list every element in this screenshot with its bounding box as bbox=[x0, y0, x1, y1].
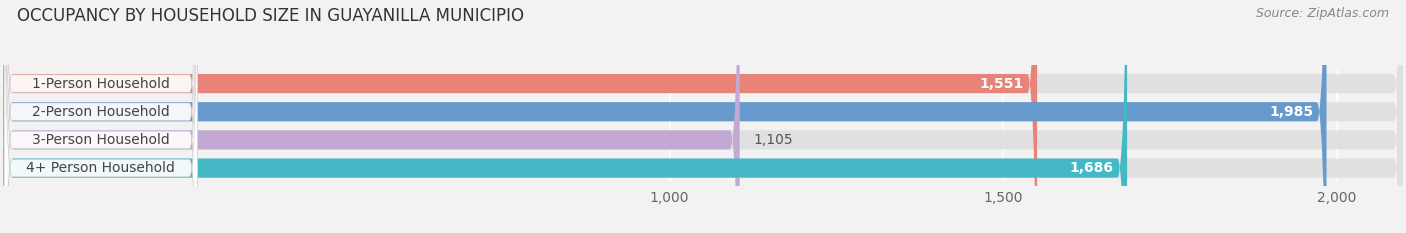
Text: Source: ZipAtlas.com: Source: ZipAtlas.com bbox=[1256, 7, 1389, 20]
Text: 1,985: 1,985 bbox=[1270, 105, 1313, 119]
FancyBboxPatch shape bbox=[3, 0, 740, 233]
FancyBboxPatch shape bbox=[3, 0, 1038, 233]
FancyBboxPatch shape bbox=[3, 0, 1403, 233]
Text: 4+ Person Household: 4+ Person Household bbox=[27, 161, 176, 175]
FancyBboxPatch shape bbox=[3, 0, 1326, 233]
Text: 3-Person Household: 3-Person Household bbox=[32, 133, 170, 147]
FancyBboxPatch shape bbox=[4, 0, 197, 233]
FancyBboxPatch shape bbox=[4, 0, 197, 233]
FancyBboxPatch shape bbox=[3, 0, 1403, 233]
Text: 1,686: 1,686 bbox=[1070, 161, 1114, 175]
Text: 1-Person Household: 1-Person Household bbox=[32, 77, 170, 91]
Text: 1,105: 1,105 bbox=[754, 133, 793, 147]
Text: OCCUPANCY BY HOUSEHOLD SIZE IN GUAYANILLA MUNICIPIO: OCCUPANCY BY HOUSEHOLD SIZE IN GUAYANILL… bbox=[17, 7, 524, 25]
FancyBboxPatch shape bbox=[4, 0, 197, 233]
Text: 1,551: 1,551 bbox=[980, 77, 1024, 91]
Text: 2-Person Household: 2-Person Household bbox=[32, 105, 170, 119]
FancyBboxPatch shape bbox=[3, 0, 1403, 233]
FancyBboxPatch shape bbox=[3, 0, 1128, 233]
FancyBboxPatch shape bbox=[4, 0, 197, 233]
FancyBboxPatch shape bbox=[3, 0, 1403, 233]
